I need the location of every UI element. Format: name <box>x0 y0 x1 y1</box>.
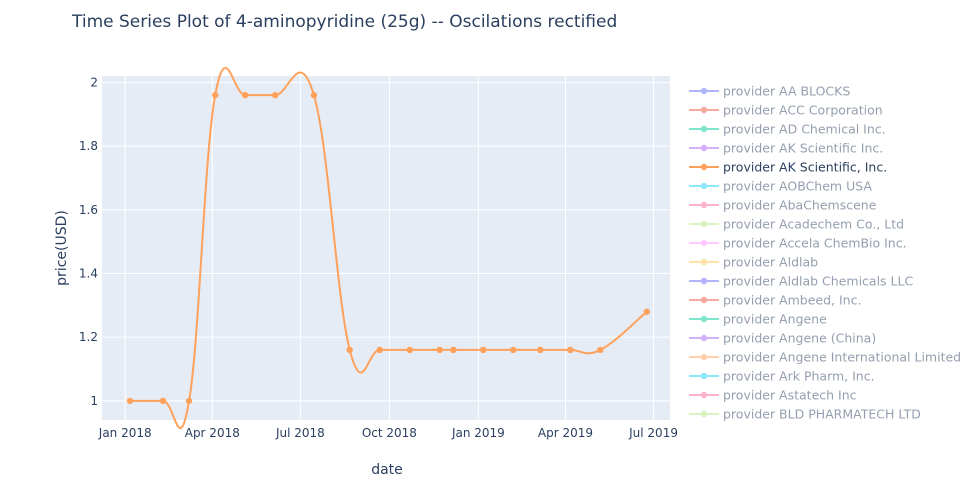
legend-item[interactable]: provider AD Chemical Inc. <box>689 122 886 137</box>
legend-label: provider Accela ChemBio Inc. <box>723 236 907 251</box>
x-tick-label: Jan 2018 <box>98 426 152 440</box>
y-tick-label: 1.8 <box>79 139 98 153</box>
legend-swatch-marker <box>700 296 708 304</box>
legend-swatch-marker <box>700 182 708 190</box>
legend-label: provider Astatech Inc <box>723 388 857 403</box>
legend-label: provider AK Scientific Inc. <box>723 141 883 156</box>
plot-series[interactable] <box>126 66 650 430</box>
x-axis-title: date <box>371 462 403 478</box>
legend-item[interactable]: provider Ambeed, Inc. <box>689 293 861 308</box>
legend-swatch-marker <box>700 201 708 209</box>
legend-swatch-marker <box>700 106 708 114</box>
legend-item[interactable]: provider ACC Corporation <box>689 103 883 118</box>
legend-item[interactable]: provider AA BLOCKS <box>689 84 850 99</box>
x-tick-label: Oct 2018 <box>362 426 417 440</box>
legend-item[interactable]: provider AOBChem USA <box>689 179 872 194</box>
legend-item[interactable]: provider Accela ChemBio Inc. <box>689 236 907 251</box>
legend-item[interactable]: provider Aldlab <box>689 255 818 270</box>
data-point[interactable] <box>436 346 443 354</box>
legend-item[interactable]: provider Astatech Inc <box>689 388 857 403</box>
data-point[interactable] <box>310 91 318 99</box>
legend-swatch-marker <box>700 353 708 361</box>
legend-item[interactable]: provider Acadechem Co., Ltd <box>689 217 904 232</box>
legend-swatch-marker <box>700 315 708 323</box>
legend-item[interactable]: provider AbaChemscene <box>689 198 877 213</box>
legend-item[interactable]: provider Angene (China) <box>689 331 876 346</box>
data-point[interactable] <box>450 346 457 354</box>
legend-label: provider ACC Corporation <box>723 103 883 118</box>
data-point[interactable] <box>567 346 574 354</box>
legend-label: provider Ark Pharm, Inc. <box>723 369 875 384</box>
x-tick-label: Apr 2018 <box>185 426 240 440</box>
legend-label: provider BLD PHARMATECH LTD <box>723 407 921 422</box>
legend-label: provider AbaChemscene <box>723 198 877 213</box>
x-tick-label: Jan 2019 <box>451 426 505 440</box>
data-point[interactable] <box>126 397 134 405</box>
data-point[interactable] <box>346 346 353 354</box>
legend-label: provider Aldlab <box>723 255 818 270</box>
data-point[interactable] <box>643 308 650 315</box>
legend-item[interactable]: provider Aldlab Chemicals LLC <box>689 274 913 289</box>
legend-label: provider Angene (China) <box>723 331 876 346</box>
legend[interactable]: provider AA BLOCKS provider ACC Corporati… <box>689 84 961 422</box>
legend-label: provider Ambeed, Inc. <box>723 293 861 308</box>
x-tick-label: Apr 2019 <box>538 426 593 440</box>
legend-swatch-marker <box>700 391 708 399</box>
legend-swatch-marker <box>700 258 708 266</box>
legend-item[interactable]: provider AK Scientific Inc. <box>689 141 883 156</box>
legend-swatch-marker <box>700 334 708 342</box>
data-point[interactable] <box>537 346 544 354</box>
legend-swatch-marker <box>700 239 708 247</box>
legend-label: provider AOBChem USA <box>723 179 872 194</box>
legend-item[interactable]: provider AK Scientific, Inc. <box>689 160 887 175</box>
legend-swatch-marker <box>700 220 708 228</box>
legend-item[interactable]: provider BLD PHARMATECH LTD <box>689 407 921 422</box>
data-point[interactable] <box>480 346 487 354</box>
data-point[interactable] <box>242 91 249 99</box>
legend-swatch-marker <box>700 410 708 418</box>
legend-item[interactable]: provider Ark Pharm, Inc. <box>689 369 875 384</box>
legend-label: provider AK Scientific, Inc. <box>723 160 887 175</box>
x-tick-label: Jul 2019 <box>628 426 678 440</box>
data-point[interactable] <box>376 346 383 354</box>
plot-area <box>102 76 670 420</box>
data-point[interactable] <box>159 397 167 405</box>
y-axis-ticks: 1 1.2 1.4 1.6 1.8 2 <box>79 75 98 408</box>
legend-label: provider Acadechem Co., Ltd <box>723 217 904 232</box>
legend-item[interactable]: provider Angene International Limited <box>689 350 961 365</box>
y-axis-title: price(USD) <box>54 210 70 286</box>
data-point[interactable] <box>185 397 193 405</box>
chart-title: Time Series Plot of 4-aminopyridine (25g… <box>71 12 617 32</box>
y-tick-label: 1 <box>90 394 98 408</box>
y-tick-label: 1.6 <box>79 203 98 217</box>
y-tick-label: 1.2 <box>79 330 98 344</box>
data-point[interactable] <box>272 91 279 99</box>
data-point[interactable] <box>406 346 413 354</box>
series-line[interactable] <box>130 66 648 430</box>
x-tick-label: Jul 2018 <box>275 426 325 440</box>
legend-label: provider Angene International Limited <box>723 350 961 365</box>
legend-swatch-marker <box>700 87 708 95</box>
y-tick-label: 2 <box>90 75 98 89</box>
x-axis-ticks: Jan 2018 Apr 2018 Jul 2018 Oct 2018 Jan 2019… <box>98 426 678 440</box>
data-point[interactable] <box>510 346 517 354</box>
legend-swatch-marker <box>700 372 708 380</box>
y-tick-label: 1.4 <box>79 266 98 280</box>
legend-label: provider AA BLOCKS <box>723 84 850 99</box>
legend-swatch-marker <box>700 125 708 133</box>
gridlines <box>102 76 670 420</box>
legend-label: provider AD Chemical Inc. <box>723 122 886 137</box>
data-point[interactable] <box>212 91 219 99</box>
legend-label: provider Aldlab Chemicals LLC <box>723 274 913 289</box>
legend-swatch-marker <box>700 163 708 171</box>
legend-swatch-marker <box>700 144 708 152</box>
legend-swatch-marker <box>700 277 708 285</box>
legend-item[interactable]: provider Angene <box>689 312 827 327</box>
legend-label: provider Angene <box>723 312 827 327</box>
data-point[interactable] <box>597 346 604 354</box>
